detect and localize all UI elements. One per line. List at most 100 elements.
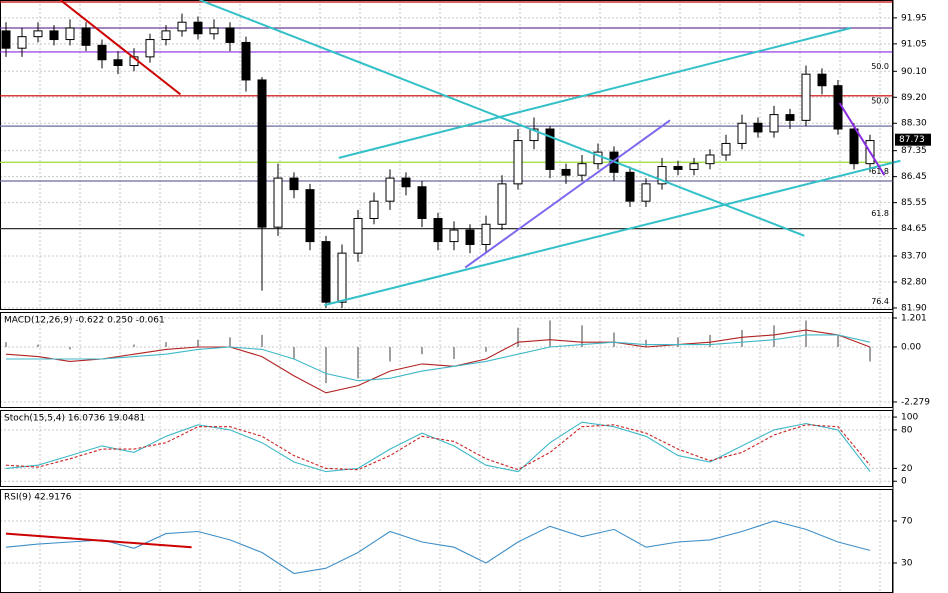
candle-body	[209, 27, 219, 35]
candle-body	[305, 189, 315, 243]
candle-body	[33, 30, 43, 38]
candle-body	[657, 166, 667, 185]
histogram-bar	[325, 346, 327, 384]
histogram-bar	[773, 325, 775, 347]
candle-body	[833, 85, 843, 130]
y-tick-label: 91.95	[901, 13, 927, 23]
y-tick-label: 30	[901, 558, 913, 568]
trend-line	[338, 27, 852, 159]
y-tick-label: 20	[901, 464, 913, 474]
candle-body	[705, 154, 715, 165]
trend-line	[199, 0, 805, 237]
histogram-bar	[389, 346, 391, 362]
histogram-bar	[869, 346, 871, 362]
trend-line	[838, 102, 886, 176]
fib-label: 61.8	[871, 167, 889, 176]
indicator-line	[5, 424, 871, 471]
candle-body	[353, 218, 363, 254]
y-tick-label: 100	[901, 413, 918, 423]
histogram-bar	[837, 334, 839, 347]
trend-line	[5, 532, 192, 549]
candle-body	[273, 177, 283, 228]
candle-body	[257, 79, 267, 228]
candle-body	[17, 36, 27, 49]
fib-label: 50.0	[871, 62, 889, 71]
histogram-bar	[261, 334, 263, 347]
candle-body	[561, 168, 571, 176]
histogram-bar	[421, 346, 423, 355]
y-tick-label: 70	[901, 517, 913, 527]
y-tick-label: 0	[901, 477, 907, 487]
indicator-label: MACD(12,26,9) -0.622 0.250 -0.061	[4, 316, 165, 326]
histogram-bar	[69, 346, 71, 350]
candle-body	[161, 30, 171, 41]
candle-body	[289, 177, 299, 191]
candle-body	[721, 142, 731, 156]
candle-body	[737, 122, 747, 144]
y-tick-label: 0.00	[901, 342, 921, 352]
histogram-bar	[293, 346, 295, 360]
candle-body	[625, 171, 635, 202]
histogram-bar	[645, 339, 647, 347]
histogram-bar	[5, 342, 7, 347]
histogram-bar	[741, 330, 743, 347]
candle-body	[177, 21, 187, 32]
indicator-label: RSI(9) 42.9176	[4, 493, 72, 503]
candle-body	[545, 128, 555, 170]
candle-body	[689, 163, 699, 170]
candle-body	[449, 229, 459, 243]
trend-line	[59, 0, 182, 96]
candle-body	[769, 114, 779, 133]
candle-body	[465, 229, 475, 245]
candle-body	[673, 166, 683, 170]
histogram-bar	[613, 332, 615, 347]
candle-body	[113, 59, 123, 67]
indicator-line	[5, 329, 871, 394]
candle-body	[433, 218, 443, 243]
indicator-line	[5, 421, 871, 473]
y-tick-label: 83.70	[901, 252, 927, 262]
histogram-bar	[677, 337, 679, 347]
candle-body	[241, 41, 251, 81]
candle-body	[145, 39, 155, 58]
y-tick-label: 88.30	[901, 119, 927, 129]
candle-body	[369, 200, 379, 220]
last-price-label: 87.73	[899, 135, 925, 145]
candle-body	[193, 21, 203, 35]
candle-body	[81, 27, 91, 46]
histogram-bar	[709, 334, 711, 347]
candle-body	[785, 114, 795, 121]
y-tick-label: -2.279	[901, 397, 930, 407]
indicator-line	[6, 334, 871, 382]
y-tick-label: 90.10	[901, 67, 927, 77]
candle-body	[849, 128, 859, 165]
y-tick-label: 87.35	[901, 146, 927, 156]
y-tick-label: 80	[901, 425, 913, 435]
fib-label: 61.8	[871, 209, 889, 218]
histogram-bar	[485, 346, 487, 352]
candle-body	[385, 177, 395, 202]
candle-body	[753, 122, 763, 133]
fib-label: 76.4	[871, 297, 889, 306]
candle-body	[1, 30, 11, 49]
last-price-box	[895, 133, 931, 146]
histogram-bar	[197, 339, 199, 347]
candle-body	[49, 30, 59, 41]
candle-body	[497, 183, 507, 225]
candle-body	[401, 177, 411, 188]
histogram-bar	[581, 325, 583, 347]
fib-label: 50.0	[871, 96, 889, 105]
histogram-bar	[805, 320, 807, 347]
candle-body	[417, 186, 427, 220]
candle-body	[529, 128, 539, 142]
histogram-bar	[133, 344, 135, 347]
histogram-bar	[453, 346, 455, 360]
histogram-bar	[165, 342, 167, 347]
candle-body	[481, 223, 491, 245]
candle-body	[321, 241, 331, 303]
histogram-bar	[229, 337, 231, 347]
candle-body	[577, 163, 587, 176]
y-tick-label: 1.201	[901, 314, 927, 324]
